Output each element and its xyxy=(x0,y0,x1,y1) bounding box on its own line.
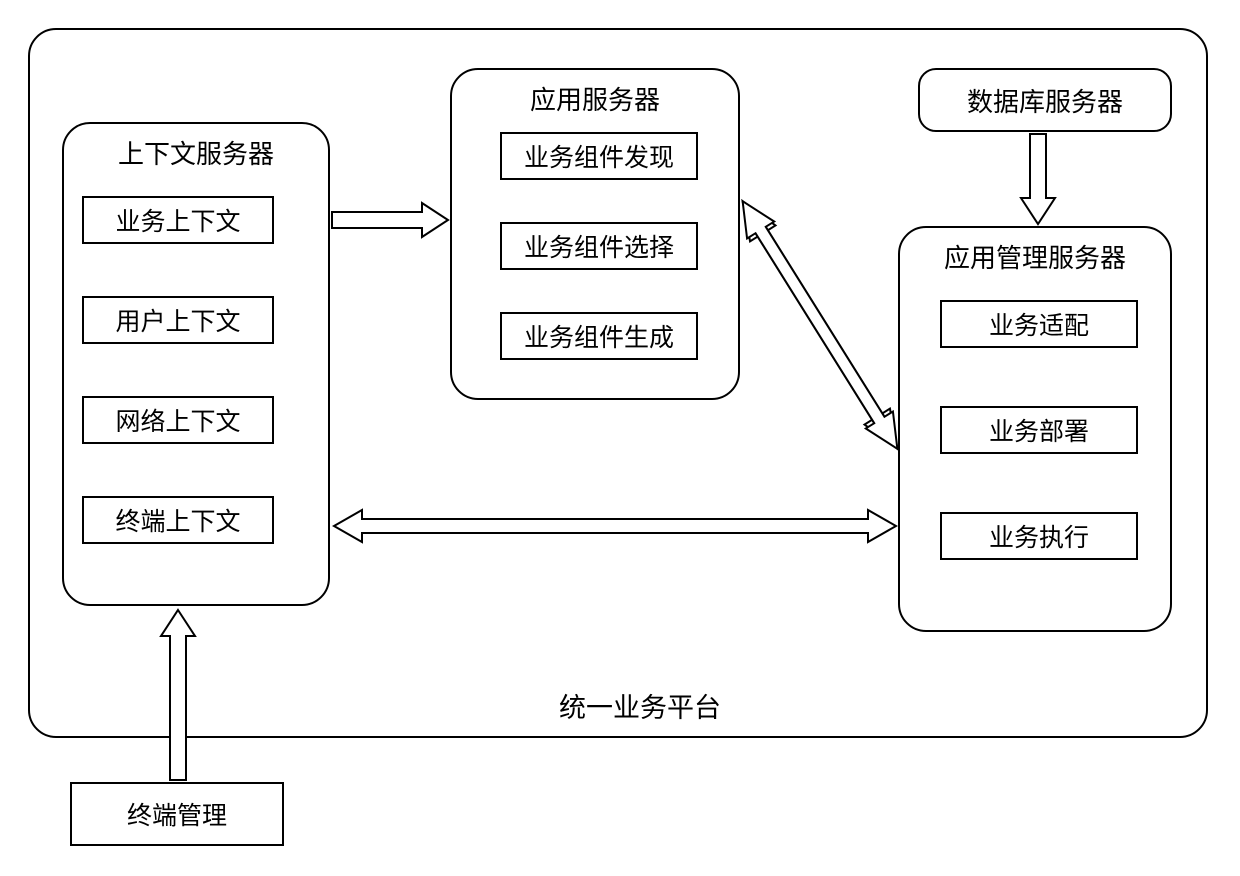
db-server: 数据库服务器 xyxy=(918,68,1172,132)
arrow-context-to-mgmt xyxy=(332,506,898,546)
arrow-app-to-mgmt xyxy=(738,200,902,450)
context-item-network: 网络上下文 xyxy=(82,396,274,444)
app-item-select: 业务组件选择 xyxy=(500,222,698,270)
terminal-mgmt-label: 终端管理 xyxy=(127,796,227,832)
app-item-label: 业务组件发现 xyxy=(524,138,674,174)
app-server-title: 应用服务器 xyxy=(452,70,738,117)
arrow-db-to-mgmt xyxy=(1018,134,1058,226)
context-server-title: 上下文服务器 xyxy=(64,124,328,171)
context-item-user: 用户上下文 xyxy=(82,296,274,344)
arrow-terminal-to-context xyxy=(158,608,198,782)
context-server: 上下文服务器 业务上下文 用户上下文 网络上下文 终端上下文 xyxy=(62,122,330,606)
context-item-label: 网络上下文 xyxy=(115,402,240,438)
db-server-title: 数据库服务器 xyxy=(967,82,1123,119)
context-item-label: 用户上下文 xyxy=(115,302,240,338)
app-item-label: 业务组件选择 xyxy=(524,228,674,264)
app-item-discover: 业务组件发现 xyxy=(500,132,698,180)
app-mgmt-server-title: 应用管理服务器 xyxy=(900,228,1170,275)
mgmt-item-deploy: 业务部署 xyxy=(940,406,1138,454)
context-item-terminal: 终端上下文 xyxy=(82,496,274,544)
mgmt-item-label: 业务执行 xyxy=(989,518,1089,554)
context-item-business: 业务上下文 xyxy=(82,196,274,244)
mgmt-item-adapt: 业务适配 xyxy=(940,300,1138,348)
app-item-label: 业务组件生成 xyxy=(524,318,674,354)
mgmt-item-label: 业务适配 xyxy=(989,306,1089,342)
platform-label: 统一业务平台 xyxy=(540,686,740,725)
context-item-label: 终端上下文 xyxy=(115,502,240,538)
app-server: 应用服务器 业务组件发现 业务组件选择 业务组件生成 xyxy=(450,68,740,400)
context-item-label: 业务上下文 xyxy=(115,202,240,238)
arrow-context-to-app xyxy=(332,200,450,240)
terminal-mgmt: 终端管理 xyxy=(70,782,284,846)
app-item-generate: 业务组件生成 xyxy=(500,312,698,360)
mgmt-item-label: 业务部署 xyxy=(989,412,1089,448)
app-mgmt-server: 应用管理服务器 业务适配 业务部署 业务执行 xyxy=(898,226,1172,632)
mgmt-item-execute: 业务执行 xyxy=(940,512,1138,560)
